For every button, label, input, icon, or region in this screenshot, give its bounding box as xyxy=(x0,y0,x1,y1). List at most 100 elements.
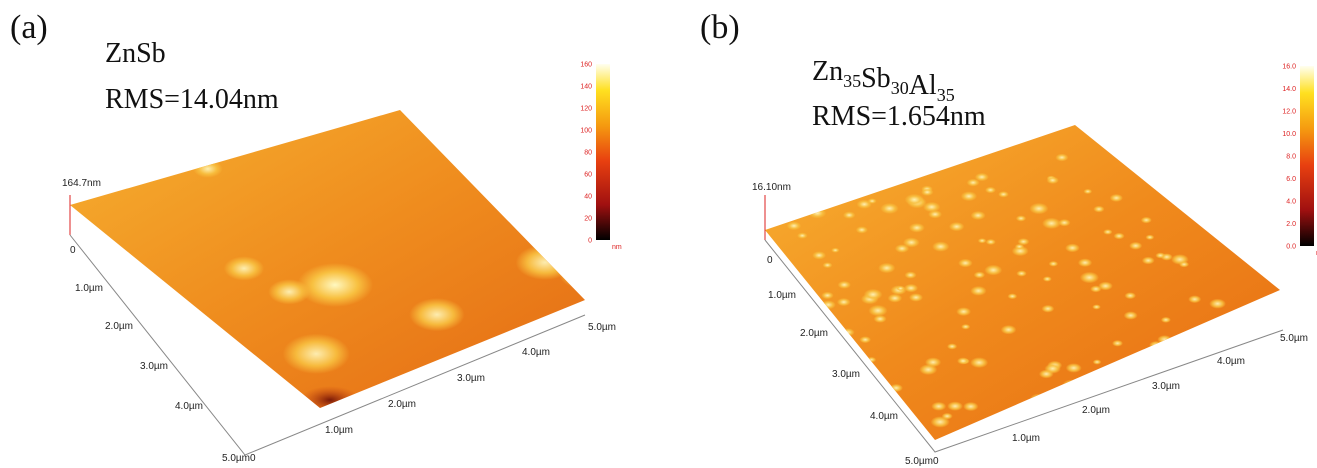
panel: (b)Zn35Sb30Al35RMS=1.654nm16.10nm01.0µm2… xyxy=(700,9,1317,467)
surface-bump xyxy=(843,211,855,218)
axis-tick-label: 4.0µm xyxy=(1217,356,1245,367)
surface-bump xyxy=(1195,332,1208,340)
surface-bump xyxy=(1093,359,1102,364)
surface-bump xyxy=(1065,244,1080,253)
surface-bump xyxy=(821,292,833,299)
surface-bump xyxy=(1018,238,1030,245)
formula-element: Sb xyxy=(861,63,891,94)
axis-tick-label: 0 xyxy=(70,245,76,256)
surface-bump xyxy=(797,233,807,239)
surface-bump xyxy=(1029,203,1048,214)
surface-bump xyxy=(1149,341,1162,349)
axis-tick-label: 3.0µm xyxy=(140,361,168,372)
surface-bump xyxy=(888,294,903,303)
surface-bump xyxy=(516,245,574,280)
surface-bump xyxy=(974,272,985,279)
surface-bump xyxy=(1039,370,1054,379)
axis-tick-label: 3.0µm xyxy=(1152,381,1180,392)
surface-bump xyxy=(471,347,510,370)
rms-value: RMS=14.04nm xyxy=(105,84,279,115)
panel: (a)ZnSbRMS=14.04nm164.7nm01.0µm2.0µm3.0µ… xyxy=(10,9,622,464)
surface-bump xyxy=(1157,335,1172,344)
surface-bump xyxy=(1146,235,1155,240)
z-max-label: 164.7nm xyxy=(62,178,101,189)
surface-bump xyxy=(970,357,988,368)
surface-bump xyxy=(909,293,923,301)
surface-bump xyxy=(1124,311,1138,319)
surface-bump xyxy=(1047,177,1059,184)
axis-tick-label: 2.0µm xyxy=(388,399,416,410)
surface-bump xyxy=(559,261,605,289)
surface-bump xyxy=(838,281,851,289)
surface-bump xyxy=(1127,356,1145,367)
axis-tick-label: 5.0µm0 xyxy=(905,456,939,467)
surface-bump xyxy=(1042,305,1055,313)
colorbar-tick-label: 0.0 xyxy=(1286,244,1296,251)
surface-bump xyxy=(1155,252,1165,258)
axis-tick-label: 1.0µm xyxy=(75,283,103,294)
surface-bump xyxy=(224,256,264,280)
surface-bump xyxy=(193,160,223,178)
colorbar-tick-label: 10.0 xyxy=(1282,131,1296,138)
colorbar xyxy=(1300,66,1314,246)
surface-bump xyxy=(1141,217,1152,224)
colorbar-tick-label: 120 xyxy=(580,106,592,113)
axis-tick-label: 0 xyxy=(767,255,773,266)
surface-bump xyxy=(1055,154,1068,162)
formula-element: ZnSb xyxy=(105,38,166,69)
surface-bump xyxy=(984,265,1002,276)
colorbar-unit: nm xyxy=(612,244,622,251)
surface-bump xyxy=(874,315,887,323)
surface-bump xyxy=(942,413,953,420)
axis-tick-label: 5.0µm xyxy=(588,322,616,333)
surface-bump xyxy=(409,298,464,331)
surface-bump xyxy=(864,289,883,300)
colorbar-tick-label: 12.0 xyxy=(1282,109,1296,116)
surface-bump xyxy=(867,357,877,363)
surface-bump xyxy=(1090,286,1101,293)
surface-bump xyxy=(1001,325,1017,334)
colorbar-tick-label: 40 xyxy=(584,194,592,201)
surface-bump xyxy=(812,251,826,259)
surface-bump xyxy=(971,211,986,220)
surface-bump xyxy=(831,248,839,253)
colorbar xyxy=(596,64,610,240)
colorbar-tick-label: 60 xyxy=(584,172,592,179)
axis-tick-label: 1.0µm xyxy=(325,425,353,436)
surface-bump xyxy=(1066,363,1082,373)
surface-bump xyxy=(961,324,970,329)
surface-bump xyxy=(928,210,942,218)
axis-tick-label: 3.0µm xyxy=(457,373,485,384)
surface-bump xyxy=(957,357,969,364)
surface-bump xyxy=(961,191,977,201)
surface-bump xyxy=(978,238,987,243)
surface-bump xyxy=(986,239,996,245)
colorbar-tick-label: 6.0 xyxy=(1286,176,1296,183)
surface-bump xyxy=(1078,258,1092,267)
surface-bump xyxy=(868,305,887,316)
surface-bump xyxy=(904,284,918,292)
surface-bump xyxy=(956,307,971,316)
surface-bump xyxy=(837,298,851,306)
sample-name: ZnSb xyxy=(105,38,166,69)
surface-bump xyxy=(808,208,826,219)
surface-bump xyxy=(909,223,925,232)
axis-tick-label: 3.0µm xyxy=(832,369,860,380)
surface-bump xyxy=(905,271,917,278)
colorbar-tick-label: 80 xyxy=(584,150,592,157)
surface-bump xyxy=(1161,317,1171,323)
surface-bump xyxy=(559,260,593,280)
surface-bump xyxy=(932,241,949,251)
surface-bump xyxy=(1179,261,1189,267)
surface-bump xyxy=(947,401,963,410)
surface-bump xyxy=(841,328,855,336)
surface-bump xyxy=(895,244,909,253)
surface-bump xyxy=(1092,304,1101,309)
surface-bump xyxy=(859,336,871,343)
surface-bump xyxy=(856,226,868,233)
surface-bump xyxy=(1110,194,1123,202)
axis-tick-label: 4.0µm xyxy=(522,347,550,358)
surface-bump xyxy=(1112,340,1123,347)
surface-bump xyxy=(1016,270,1026,276)
surface-bump xyxy=(896,286,905,291)
